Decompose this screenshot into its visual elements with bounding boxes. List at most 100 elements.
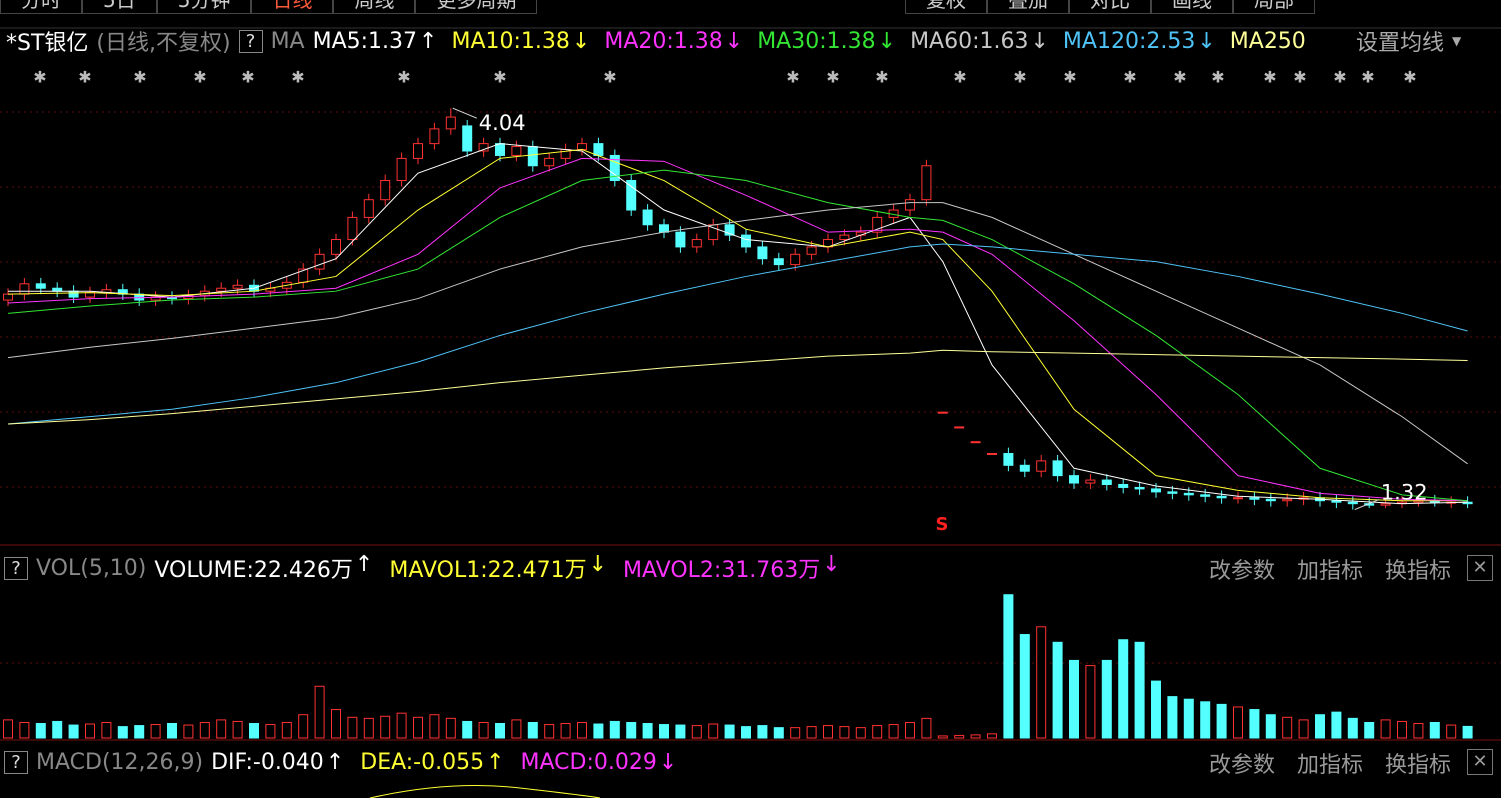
tab[interactable]: 5分钟: [156, 0, 252, 14]
tab[interactable]: 日线: [251, 0, 334, 14]
indicator-value: MAVOL2:31.763万: [623, 558, 821, 583]
volume-bar: [52, 720, 63, 739]
volume-bar: [462, 720, 473, 739]
candle-body: [1101, 479, 1112, 485]
volume-bar: [560, 723, 571, 739]
candle-body: [1183, 492, 1194, 496]
volume-bar: [1298, 719, 1309, 739]
indicator-value: MAVOL1:22.471万: [389, 558, 587, 583]
candle-body: [724, 224, 735, 236]
macd-title: MACD(12,26,9): [36, 749, 204, 775]
tab[interactable]: 画线: [1151, 0, 1233, 14]
volume-bar: [806, 726, 817, 739]
candle-body: [232, 284, 243, 289]
volume-bar: [19, 721, 30, 739]
candle-body: [413, 143, 423, 159]
annotation-label: 4.04: [479, 111, 526, 135]
volume-bar: [1151, 680, 1161, 739]
candle-body: [1085, 479, 1096, 484]
stock-title: *ST银亿: [6, 31, 89, 56]
volume-bar: [1462, 725, 1473, 739]
trend-arrow: ↑: [486, 749, 505, 775]
volume-bar: [363, 717, 374, 739]
ma-settings[interactable]: 设置均线 ▼: [1356, 26, 1469, 56]
info-marker: ✱: [33, 68, 46, 87]
panel-button[interactable]: 换指标: [1384, 559, 1451, 584]
tab[interactable]: 5日: [82, 0, 157, 14]
tab[interactable]: 对比: [1069, 0, 1151, 14]
volume-bar: [659, 724, 669, 739]
info-marker: ✱: [953, 68, 966, 87]
candle-body: [741, 234, 751, 248]
info-marker: ✱: [493, 68, 506, 87]
volume-bar: [134, 725, 145, 739]
candle-body: [396, 157, 407, 182]
volume-bar: [1397, 720, 1407, 739]
indicator-value: MACD:0.029: [520, 749, 657, 775]
ma-line: [7, 202, 1468, 465]
info-marker: ✱: [133, 68, 146, 87]
ma-label: MA: [270, 28, 305, 54]
ma-settings-label[interactable]: 设置均线: [1356, 31, 1445, 56]
volume-bar: [216, 719, 227, 739]
volume-bar: [85, 723, 95, 739]
candle-body: [429, 128, 440, 145]
volume-bar: [839, 726, 850, 739]
trend-arrow: ↓: [724, 28, 744, 54]
candle-body: [675, 231, 686, 248]
volume-bar: [823, 725, 833, 739]
volume-bar: [1282, 716, 1293, 739]
tab[interactable]: 更多周期: [415, 0, 538, 14]
tab[interactable]: 局部: [1233, 0, 1315, 14]
volume-bar: [478, 721, 489, 739]
info-marker: ✱: [291, 68, 304, 87]
candle-body: [527, 146, 538, 167]
tab[interactable]: 叠加: [987, 0, 1069, 14]
candle-body: [445, 116, 456, 130]
volume-title: VOL(5,10): [36, 555, 147, 581]
annotation-label: 1.32: [1381, 481, 1428, 505]
panel-button[interactable]: 加指标: [1296, 753, 1363, 778]
candle-body: [1019, 464, 1030, 472]
candle-body: [691, 239, 702, 248]
tab[interactable]: 分时: [0, 0, 82, 14]
panel-buttons: 改参数 加指标 换指标: [1187, 747, 1451, 779]
volume-bar: [281, 721, 292, 739]
volume-bar: [1069, 659, 1079, 739]
candle-body: [462, 125, 473, 152]
volume-bar: [511, 719, 522, 739]
trend-arrow: ↓: [822, 552, 841, 577]
help-button[interactable]: ?: [238, 29, 263, 53]
candle-body: [1003, 453, 1014, 466]
indicator-value: VOLUME:22.426万: [154, 558, 353, 583]
close-button[interactable]: ✕: [1467, 555, 1493, 581]
candle-body: [839, 234, 850, 241]
candle-body: [626, 180, 637, 211]
candle-body: [68, 290, 79, 298]
panel-button[interactable]: 改参数: [1208, 559, 1275, 584]
tab[interactable]: 复权: [905, 0, 987, 14]
panel-button[interactable]: 换指标: [1384, 753, 1451, 778]
tab[interactable]: 周线: [333, 0, 416, 14]
candle-body: [3, 293, 13, 301]
volume-bar: [1216, 703, 1227, 739]
help-button[interactable]: ?: [4, 556, 28, 580]
candle-body: [937, 411, 948, 414]
candle-body: [347, 216, 358, 241]
trend-arrow: ↓: [588, 552, 608, 577]
legend-entry: MA5:1.37: [312, 28, 418, 54]
candle-body: [872, 216, 883, 233]
volume-bar: [1036, 626, 1047, 739]
candle-body: [593, 143, 604, 156]
panel-button[interactable]: 加指标: [1296, 559, 1363, 584]
close-button[interactable]: ✕: [1467, 749, 1493, 775]
candle-body: [544, 157, 555, 167]
candle-body: [331, 239, 341, 255]
volume-bar: [675, 724, 686, 739]
panel-button[interactable]: 改参数: [1208, 753, 1275, 778]
volume-bar: [396, 712, 407, 739]
info-marker: ✱: [193, 68, 206, 87]
macd-header: ? MACD(12,26,9) DIF:-0.040 ↑ DEA:-0.055 ↑ MA…: [4, 747, 701, 777]
help-button[interactable]: ?: [4, 750, 28, 774]
